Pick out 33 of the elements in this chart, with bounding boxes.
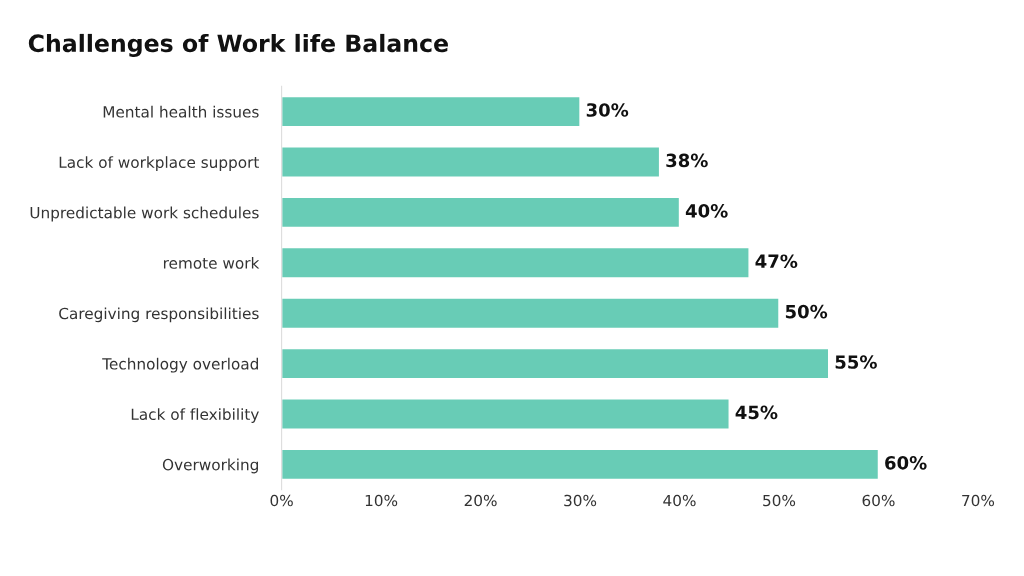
data-label: 47% [755,254,798,269]
x-tick-label: 40% [663,494,696,507]
bar [281,347,830,380]
bar [281,297,780,330]
data-label: 30% [586,103,629,117]
data-label: 40% [685,203,728,218]
chart-title: Challenges of Work life Balance [28,33,448,57]
bar [281,196,681,229]
y-tick-label: Lack of flexibility [131,408,259,423]
y-tick-label: Caregiving responsibilities [59,307,259,323]
data-label: 45% [735,405,778,420]
x-tick-label: 0% [270,494,293,507]
x-tick-label: 10% [365,494,398,507]
y-tick-label: Unpredictable work schedules [30,206,259,222]
x-tick-label: 70% [962,494,995,507]
data-label: 60% [885,455,927,470]
y-tick-label: Technology overload [102,357,258,373]
data-label: 50% [785,304,828,319]
bar [281,398,730,430]
bar [281,146,661,178]
bar [281,246,750,279]
x-tick-label: 20% [464,494,497,507]
x-tick-label: 30% [564,494,597,507]
y-tick-label: Lack of workplace support [59,156,260,171]
y-tick-label: Overworking [162,458,258,474]
bar [281,95,581,128]
bar [281,448,880,481]
y-tick-label: Mental health issues [103,105,259,118]
data-label: 55% [835,355,877,369]
data-label: 38% [666,153,708,168]
y-tick-label: remote work [163,257,260,269]
x-tick-label: 50% [763,494,796,507]
x-tick-label: 60% [862,494,895,507]
